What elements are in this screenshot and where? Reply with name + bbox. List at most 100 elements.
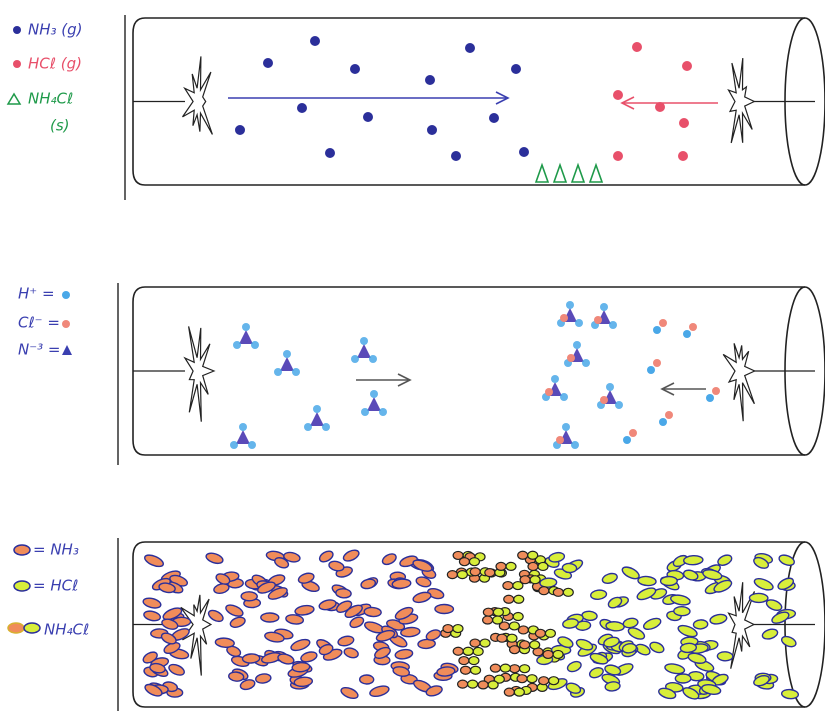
nh4cl-pair: [493, 616, 503, 624]
nh4cl-pair: [493, 608, 503, 616]
nh3-particle: [435, 604, 454, 613]
diagram: NH₃ (g) HCℓ (g) NH₄Cℓ (s) H⁺ = Cℓ⁻ = N⁻³…: [0, 0, 825, 711]
nh3-particle: [343, 647, 359, 660]
nh3-molecule: [367, 397, 381, 411]
h-atom: [304, 423, 312, 431]
nh3-particle: [325, 148, 335, 158]
nh4cl-pair: [530, 576, 540, 584]
nh4cl-pair: [513, 613, 523, 621]
h-atom: [379, 408, 387, 416]
nh4cl-pair: [497, 634, 507, 642]
nh3-particle: [310, 36, 320, 46]
legend-label: = NH₃: [33, 541, 79, 559]
hcl-particle: [780, 635, 797, 649]
legend-label: N⁻³ =: [18, 341, 61, 359]
nh4cl-pair: [459, 657, 469, 665]
nh3-particle: [360, 675, 374, 684]
hcl-particle: [575, 637, 594, 651]
nh4cl-pair: [485, 569, 495, 577]
nh4cl-pair: [504, 595, 514, 603]
nh4cl-pair: [470, 568, 480, 576]
nh3-particle: [215, 637, 235, 648]
hcl-particle: [682, 61, 692, 71]
tube: [133, 287, 805, 455]
legend-oval: [14, 545, 30, 555]
nh4cl-pair: [530, 641, 540, 649]
nh3-particle: [336, 588, 352, 598]
nh4cl-pair: [461, 666, 471, 674]
nh3-particle: [350, 64, 360, 74]
nh4cl-pair: [500, 664, 510, 672]
nh3-particle: [425, 75, 435, 85]
legend-label: H⁺ =: [18, 285, 55, 303]
nh3-particle: [412, 558, 434, 574]
nh3-particle: [294, 604, 314, 616]
nh3-particle: [465, 43, 475, 53]
hcl-particle: [638, 576, 657, 587]
cl-atom: [659, 319, 667, 327]
hcl-particle: [642, 616, 662, 631]
hcl-particle: [682, 569, 699, 582]
nh4cl-pair: [490, 664, 500, 672]
nh4cl-pair: [469, 558, 479, 566]
h-atom: [248, 441, 256, 449]
nh3-particle: [205, 551, 224, 565]
cl-atom: [712, 387, 720, 395]
nh4cl-pair: [514, 688, 524, 696]
nh4cl-pair: [459, 558, 469, 566]
legend-label: NH₄Cℓ: [44, 621, 89, 639]
hcl-particle: [590, 589, 607, 600]
nh3-molecule: [236, 430, 250, 444]
nh4cl-pair: [483, 616, 493, 624]
legend-oval: [24, 623, 40, 633]
h-atom: [582, 359, 590, 367]
nh4cl-pair: [520, 665, 530, 673]
nh4cl-pair: [539, 587, 549, 595]
cl-atom: [560, 314, 568, 322]
hcl-particle: [761, 628, 779, 641]
h-atom: [322, 423, 330, 431]
legend-label: NH₃ (g): [28, 21, 83, 39]
h-atom: [647, 366, 655, 374]
cl-atom: [594, 316, 602, 324]
nh3-molecule: [280, 357, 294, 371]
legend-triangle: [62, 345, 72, 355]
h-atom: [623, 436, 631, 444]
nh3-particle: [342, 548, 361, 563]
h-atom: [239, 423, 247, 431]
nh3-particle: [369, 684, 390, 698]
nh4cl-pair: [453, 647, 463, 655]
nh3-molecule: [239, 330, 253, 344]
nh4cl-pair: [518, 626, 528, 634]
nh4cl-pair: [453, 625, 463, 633]
hcl-particle: [753, 576, 775, 592]
legend-triangle: [8, 94, 20, 104]
nh3-particle: [290, 637, 312, 652]
cotton-burst: [185, 326, 214, 421]
nh3-particle: [511, 64, 521, 74]
nh3-particle: [241, 592, 257, 601]
hcl-particle: [687, 652, 707, 665]
hcl-particle: [683, 555, 703, 565]
hcl-particle: [674, 606, 690, 616]
nh4cl-pair: [471, 666, 481, 674]
hcl-particle: [632, 42, 642, 52]
h-atom: [659, 418, 667, 426]
nh3-particle: [451, 151, 461, 161]
nh3-particle: [235, 125, 245, 135]
nh4cl-pair: [478, 681, 488, 689]
nh4cl-pair: [510, 646, 520, 654]
nh4cl-solid: [536, 165, 548, 182]
nh4cl-pair: [545, 629, 555, 637]
nh3-particle: [489, 113, 499, 123]
cotton-burst: [723, 343, 755, 421]
h-atom: [274, 368, 282, 376]
nh4cl-pair: [488, 681, 498, 689]
h-atom: [233, 341, 241, 349]
h-atom: [653, 326, 661, 334]
nh3-particle: [381, 552, 398, 567]
nh3-particle: [277, 652, 295, 665]
nh3-molecule: [357, 344, 371, 358]
cl-atom: [689, 323, 697, 331]
h-atom: [360, 337, 368, 345]
